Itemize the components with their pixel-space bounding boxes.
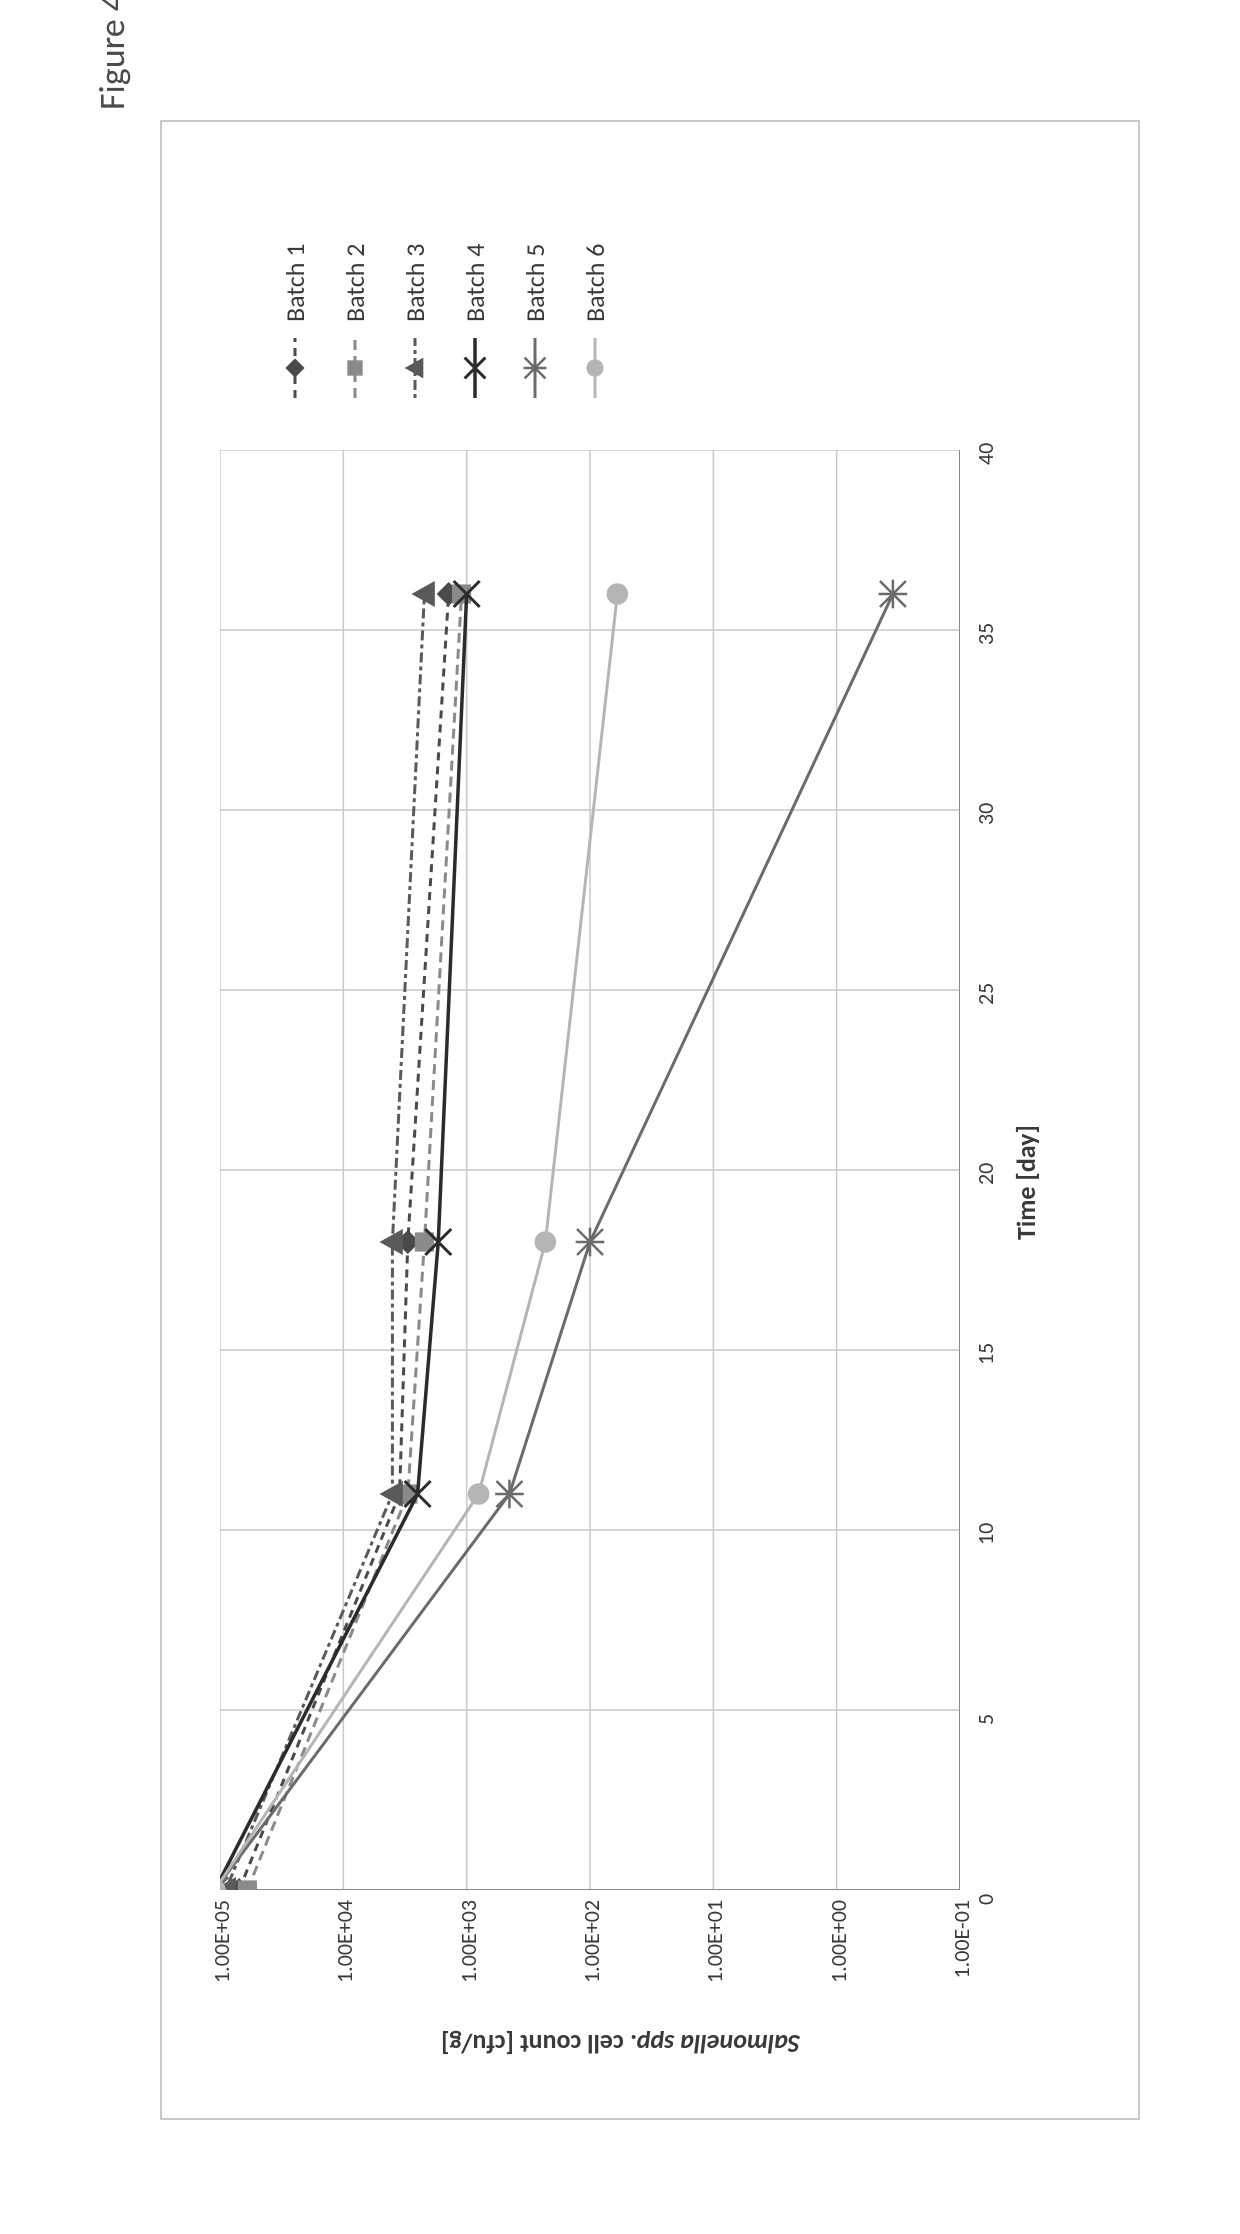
x-axis-label: Time [day] [1010,1125,1042,1240]
legend-label: Batch 6 [579,244,611,322]
x-tick-label: 25 [972,983,999,1005]
x-tick-label: 20 [972,1163,999,1185]
chart-rotator: 1.00E-01 1.00E+00 1.00E+01 1.00E+02 1.00E+03… [160,120,1140,2120]
line-chart: 1.00E-01 1.00E+00 1.00E+01 1.00E+02 1.00E+03… [160,120,1140,2120]
y-tick-label: 1.00E+03 [455,1900,482,2020]
series-5 [220,580,907,1890]
plot-area [220,450,960,1890]
legend-label: Batch 4 [459,244,491,322]
series-4 [220,581,480,1890]
page: Figure 4 1.00E-01 1.00E+00 1.00E+01 1.00E+0… [0,0,1240,2234]
chart-frame: 1.00E-01 1.00E+00 1.00E+01 1.00E+02 1.00E+03… [160,120,1140,2120]
legend-item: Batch 1 [280,244,310,400]
x-tick-label: 15 [972,1343,999,1365]
y-tick-label: 1.00E+04 [331,1900,358,2020]
y-tick-label: 1.00E+02 [578,1900,605,2020]
legend-label: Batch 2 [339,244,371,322]
legend-item: Batch 4 [460,244,490,400]
legend-item: Batch 5 [520,244,550,400]
legend-item: Batch 3 [400,244,430,400]
x-tick-label: 10 [972,1523,999,1545]
legend-item: Batch 6 [580,244,610,400]
x-tick-label: 5 [972,1714,999,1725]
y-axis-label: Salmonella spp. cell count [cfu/g] [441,2028,800,2060]
legend-label: Batch 5 [519,244,551,322]
legend-label: Batch 1 [279,244,311,322]
x-tick-label: 0 [972,1894,999,1905]
legend-label: Batch 3 [399,244,431,322]
series-2 [238,584,471,1890]
y-tick-label: 1.00E+01 [701,1900,728,2020]
y-tick-label: 1.00E+05 [208,1900,235,2020]
figure-caption: Figure 4 [90,0,134,110]
y-tick-label: 1.00E-01 [948,1900,975,2020]
x-tick-label: 35 [972,623,999,645]
x-tick-label: 30 [972,803,999,825]
y-tick-label: 1.00E+00 [825,1900,852,2020]
x-tick-label: 40 [972,443,999,465]
legend: Batch 1 Batch 2 Batch 3 Batch 4 Batch 5 Batch… [280,244,640,400]
legend-item: Batch 2 [340,244,370,400]
